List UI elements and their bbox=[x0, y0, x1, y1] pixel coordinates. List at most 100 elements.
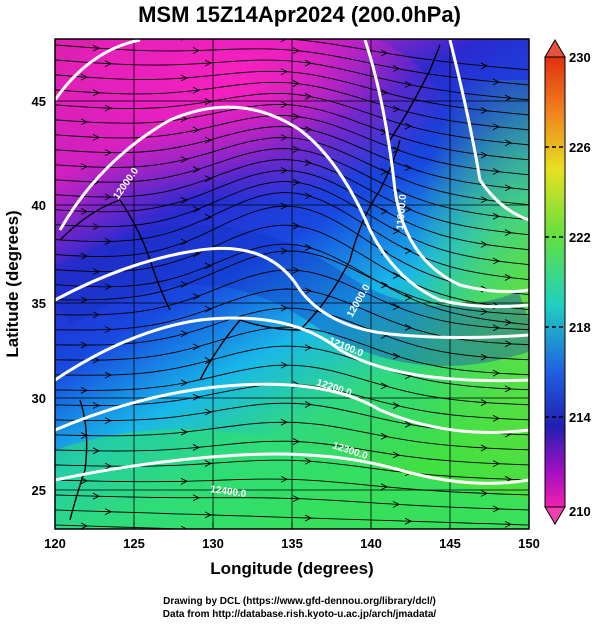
streamline-arrow bbox=[104, 193, 113, 201]
streamline-arrow bbox=[80, 163, 89, 171]
streamline-arrow bbox=[180, 156, 189, 163]
streamline bbox=[55, 137, 529, 206]
height-contours bbox=[55, 39, 529, 485]
streamline-arrow bbox=[292, 495, 301, 503]
streamline-arrow bbox=[392, 352, 401, 360]
y-axis-label: Latitude (degrees) bbox=[3, 210, 22, 357]
streamline-arrow bbox=[492, 505, 501, 513]
streamline-arrow bbox=[292, 266, 301, 274]
x-tick-label: 125 bbox=[123, 536, 145, 551]
x-axis: 120 125 130 135 140 145 150 Longitude (d… bbox=[44, 522, 540, 578]
streamline-arrow bbox=[392, 272, 401, 279]
streamline-arrow bbox=[504, 319, 513, 326]
streamline bbox=[55, 191, 529, 281]
streamline bbox=[55, 345, 529, 391]
streamline-arrow bbox=[92, 356, 101, 364]
streamline-arrow bbox=[92, 89, 101, 97]
streamline-arrow bbox=[204, 511, 213, 519]
streamline-arrow bbox=[80, 296, 89, 304]
streamline-arrow bbox=[280, 68, 289, 76]
streamline-arrow bbox=[292, 145, 301, 153]
colorbar-tick: 222 bbox=[569, 230, 591, 245]
streamline-arrow bbox=[104, 238, 113, 245]
streamline-arrow bbox=[80, 207, 89, 215]
streamline-arrow bbox=[104, 508, 113, 516]
streamline-arrow bbox=[480, 240, 489, 248]
streamline-arrow bbox=[280, 304, 289, 312]
streamline-arrow bbox=[92, 44, 101, 52]
streamline-arrow bbox=[280, 167, 289, 174]
streamline-arrow bbox=[480, 444, 489, 452]
streamline-arrow bbox=[104, 60, 113, 68]
y-tick-label: 35 bbox=[32, 296, 46, 311]
streamline-arrow bbox=[492, 168, 501, 175]
footer-credit-drawing: Drawing by DCL (https://www.gfd-dennou.o… bbox=[163, 596, 436, 607]
contour-label: 11900.0 bbox=[395, 193, 409, 230]
y-tick-label: 25 bbox=[32, 483, 46, 498]
x-tick-label: 150 bbox=[518, 536, 540, 551]
streamline-arrow bbox=[504, 229, 513, 236]
streamline-arrow bbox=[280, 247, 289, 255]
x-tick-label: 135 bbox=[281, 536, 303, 551]
streamline bbox=[55, 115, 529, 176]
streamline-arrow bbox=[104, 462, 113, 470]
x-tick-label: 145 bbox=[439, 536, 461, 551]
map-title: MSM 15Z14Apr2024 (200.0hPa) bbox=[138, 2, 461, 27]
streamline-arrow bbox=[404, 205, 413, 213]
streamline-arrow bbox=[504, 520, 513, 528]
streamline-arrow bbox=[292, 113, 301, 120]
streamline-arrow bbox=[192, 444, 201, 451]
streamline bbox=[55, 421, 529, 451]
streamline-arrow bbox=[81, 29, 87, 35]
streamline-arrow bbox=[492, 123, 501, 131]
streamline-arrow bbox=[292, 178, 301, 186]
streamline-arrow bbox=[380, 168, 389, 175]
streamline-arrow bbox=[204, 98, 213, 105]
streamline-arrow bbox=[304, 126, 313, 133]
streamline-arrow bbox=[492, 369, 501, 377]
streamline-arrow bbox=[492, 324, 501, 332]
streamline-arrow bbox=[204, 175, 213, 183]
streamline-arrow bbox=[192, 126, 201, 134]
streamline-arrow bbox=[404, 420, 413, 428]
streamline-arrow bbox=[292, 438, 301, 445]
streamline bbox=[55, 70, 529, 116]
streamline-arrow bbox=[80, 252, 89, 260]
streamline-arrow bbox=[92, 447, 101, 455]
streamline-arrow bbox=[380, 432, 389, 440]
streamline-arrow bbox=[180, 196, 189, 204]
wind-streamlines bbox=[55, 29, 529, 529]
streamline bbox=[55, 524, 197, 529]
streamline-arrow bbox=[92, 492, 101, 500]
streamline-arrow bbox=[480, 62, 489, 70]
streamline bbox=[55, 250, 529, 316]
grid-lines bbox=[55, 39, 529, 529]
streamline-arrow bbox=[380, 207, 389, 215]
streamline-arrow bbox=[104, 417, 113, 424]
streamline bbox=[55, 478, 529, 496]
streamline-arrow bbox=[492, 78, 501, 86]
streamline-arrow bbox=[192, 494, 201, 502]
streamline-arrow bbox=[204, 262, 213, 270]
streamline-arrow bbox=[304, 457, 313, 465]
streamline bbox=[55, 326, 529, 376]
streamline-arrow bbox=[292, 47, 301, 55]
streamline-arrow bbox=[492, 257, 501, 265]
streamline bbox=[55, 224, 529, 311]
streamline-arrow bbox=[404, 517, 413, 525]
streamline-arrow bbox=[504, 385, 513, 393]
contour-label: 12400.0 bbox=[210, 484, 248, 500]
colorbar-tick: 210 bbox=[569, 504, 591, 519]
streamline-arrow bbox=[480, 196, 489, 204]
streamline-arrow bbox=[404, 247, 413, 255]
streamline-arrow bbox=[80, 386, 89, 394]
streamline-arrow bbox=[280, 39, 288, 43]
streamline-arrow bbox=[480, 308, 489, 316]
streamline-arrow bbox=[504, 274, 513, 281]
streamline-arrow bbox=[180, 74, 189, 82]
streamline-arrow bbox=[292, 222, 301, 230]
streamline-arrow bbox=[492, 460, 501, 468]
streamline-arrow bbox=[192, 293, 201, 301]
streamline-arrow bbox=[80, 341, 89, 349]
colorbar: 230 226 222 218 214 210 bbox=[544, 39, 591, 525]
